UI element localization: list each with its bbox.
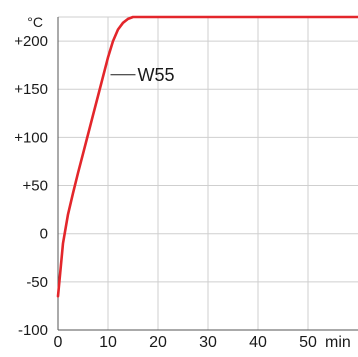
y-tick-label: +200 [14, 33, 48, 50]
x-tick-labels: 0 10 20 30 40 50 [54, 334, 317, 351]
y-tick-label: +50 [23, 178, 48, 195]
annotation: W55 [110, 65, 175, 85]
y-tick-label: -50 [26, 274, 48, 291]
x-tick-label: 10 [99, 334, 117, 351]
y-unit-label: °C [27, 14, 43, 30]
x-tick-label: 0 [54, 334, 63, 351]
axes [57, 17, 358, 331]
y-tick-label: +100 [14, 129, 48, 146]
x-unit-label: min [325, 334, 351, 351]
series-layer [56, 15, 358, 298]
series-line-w55 [56, 15, 358, 298]
x-tick-label: 30 [199, 334, 217, 351]
series-label-w55: W55 [138, 65, 175, 85]
y-tick-label: -100 [18, 322, 48, 339]
grid [58, 16, 358, 330]
y-tick-label: 0 [40, 226, 48, 243]
x-tick-label: 40 [249, 334, 267, 351]
x-tick-label: 50 [299, 334, 317, 351]
x-tick-label: 20 [149, 334, 167, 351]
y-tick-labels: -100 -50 0 +50 +100 +150 +200 [14, 33, 48, 339]
y-tick-label: +150 [14, 81, 48, 98]
